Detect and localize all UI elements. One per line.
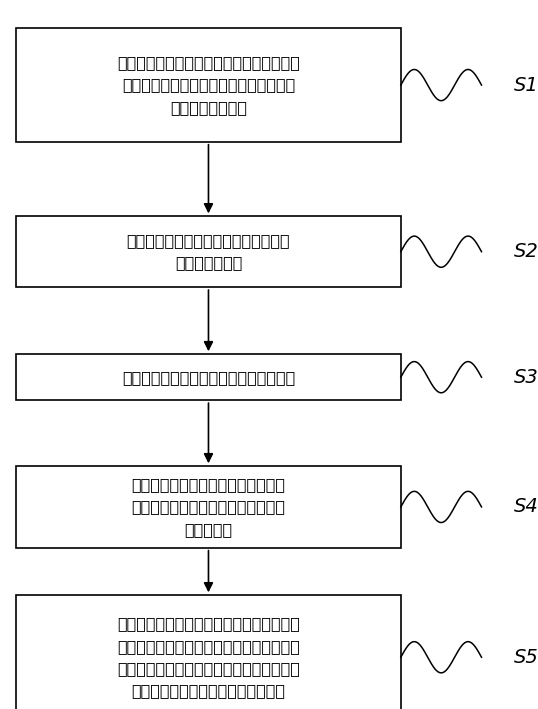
- Bar: [16, 216, 401, 287]
- Text: S1: S1: [514, 76, 538, 94]
- Text: 分析终端接收到相同类型蒸汽引射泵的
参数的同步程度: 分析终端接收到相同类型蒸汽引射泵的 参数的同步程度: [126, 233, 291, 270]
- Text: S3: S3: [514, 368, 538, 386]
- Text: 采集对蒸汽引射泵进行故障诊断需要的测点
数据和历史设置的相同类型蒸汽引射泵的
参数传输时间数据: 采集对蒸汽引射泵进行故障诊断需要的测点 数据和历史设置的相同类型蒸汽引射泵的 参…: [117, 55, 300, 115]
- Bar: [16, 467, 401, 547]
- Bar: [16, 354, 401, 400]
- Text: 分析不同测点对于诊断不同类型故障
的重要程度，优化测点测试到的参数
的收集次序: 分析不同测点对于诊断不同类型故障 的重要程度，优化测点测试到的参数 的收集次序: [131, 477, 286, 537]
- Text: 实时监测蒸汽引射泵运行，依据优化后的次
序收集测点测试到的参数，在所有测点测试
到的参数收集完成后，依据规划好的时间传
输相同类型蒸汽引射泵的参数至终端: 实时监测蒸汽引射泵运行，依据优化后的次 序收集测点测试到的参数，在所有测点测试 …: [117, 616, 300, 698]
- Bar: [16, 596, 401, 709]
- Text: S5: S5: [514, 648, 538, 666]
- Text: 规划相同类型蒸汽引射泵的参数传输时间: 规划相同类型蒸汽引射泵的参数传输时间: [122, 369, 295, 385]
- Bar: [16, 28, 401, 142]
- Text: S2: S2: [514, 242, 538, 261]
- Text: S4: S4: [514, 498, 538, 516]
